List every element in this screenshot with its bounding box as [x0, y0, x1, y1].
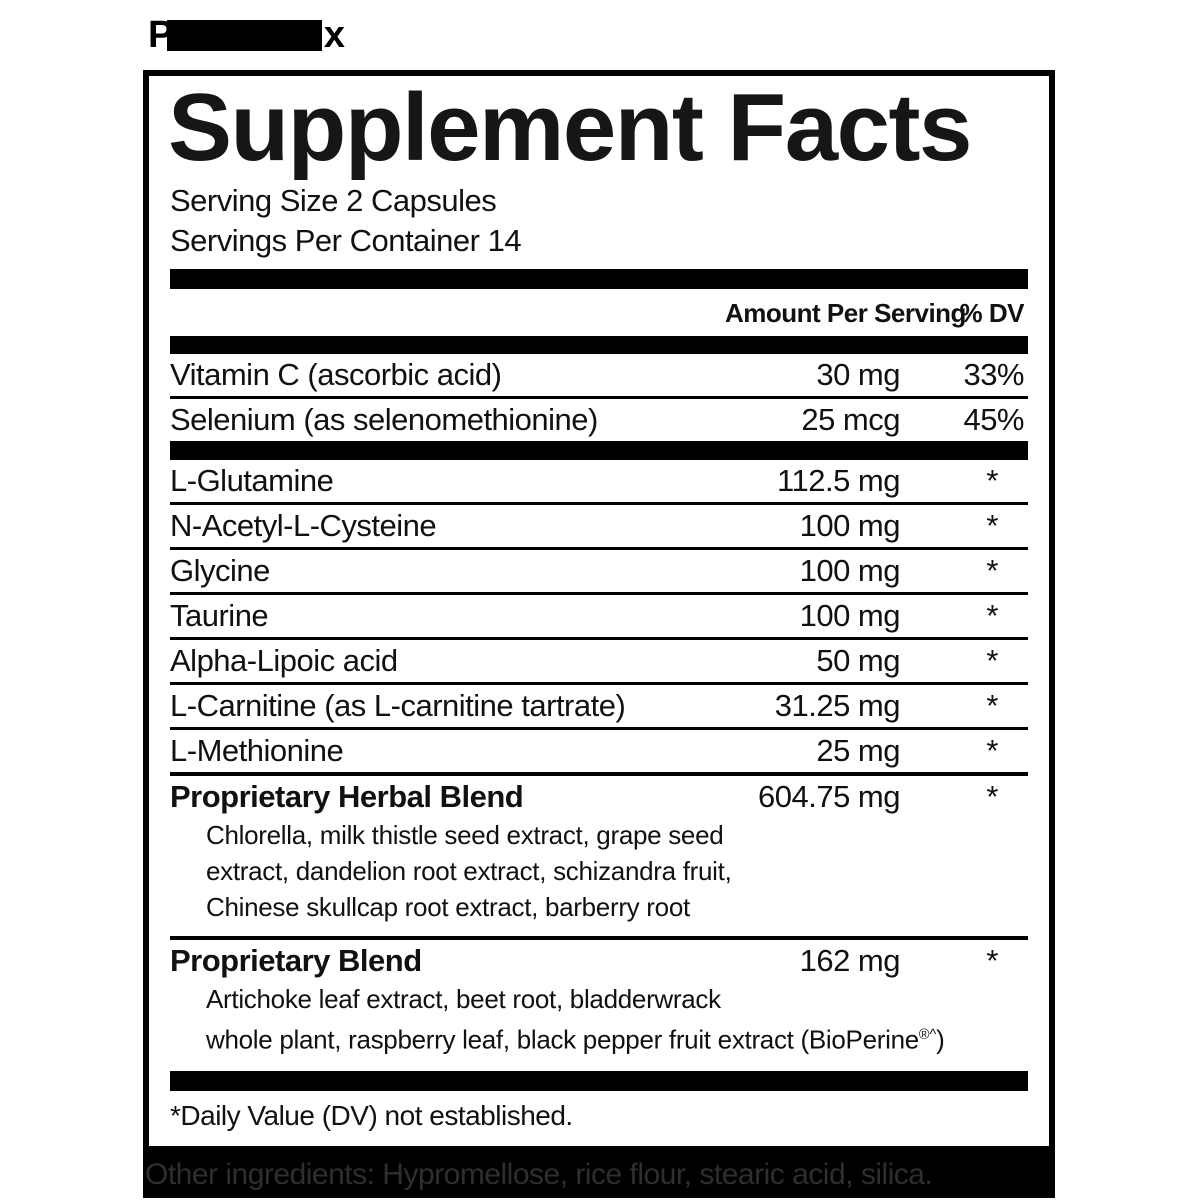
blend-description-line: Chinese skullcap root extract, barberry … — [206, 892, 690, 923]
servings-per-container: Servings Per Container 14 — [170, 223, 522, 259]
panel-title: Supplement Facts — [168, 74, 972, 181]
supplement-label: Supplement Facts Serving Size 2 Capsules… — [143, 70, 1055, 1198]
ingredient-dv-value: * — [986, 643, 998, 679]
daily-value-footnote: *Daily Value (DV) not established. — [170, 1099, 573, 1131]
ingredient-dv-value: * — [986, 463, 998, 499]
ingredient-name: L-Carnitine (as L-carnitine tartrate) — [170, 688, 626, 724]
ingredient-name: Proprietary Blend — [170, 943, 422, 979]
ingredient-amount: 25 mg — [816, 733, 900, 769]
ingredient-amount: 112.5 mg — [777, 463, 900, 499]
ingredient-dv-value: 33% — [963, 357, 1024, 393]
ingredient-row: Vitamin C (ascorbic acid) 30 mg 33% — [170, 354, 1028, 396]
ingredient-amount: 50 mg — [816, 643, 900, 679]
redaction-box — [166, 19, 322, 51]
ingredient-amount: 100 mg — [799, 553, 901, 589]
other-ingredients-strip: Other ingredients: Hypromellose, rice fl… — [143, 1151, 1055, 1198]
ingredient-sections: Vitamin C (ascorbic acid) 30 mg 33% Sele… — [170, 354, 1028, 1069]
ingredient-dv-value: * — [986, 943, 998, 979]
other-ingredients-text: Other ingredients: Hypromellose, rice fl… — [145, 1157, 933, 1191]
product-name-suffix: x — [323, 13, 345, 56]
divider-bar-under-header — [170, 336, 1028, 355]
ingredient-amount: 162 mg — [799, 943, 901, 979]
ingredient-dv-value: * — [986, 553, 998, 589]
ingredient-section: Vitamin C (ascorbic acid) 30 mg 33% Sele… — [170, 354, 1028, 441]
ingredient-row: Taurine 100 mg * — [170, 592, 1028, 637]
serving-size: Serving Size 2 Capsules — [170, 183, 497, 219]
ingredient-name: Proprietary Herbal Blend — [170, 779, 524, 815]
blend-description: Chlorella, milk thistle seed extract, gr… — [170, 815, 1028, 933]
product-name: P x — [148, 14, 345, 56]
blend-description-line: whole plant, raspberry leaf, black peppe… — [206, 1024, 945, 1055]
ingredient-row: L-Glutamine 112.5 mg * — [170, 460, 1028, 502]
divider-bar-section — [170, 441, 1028, 461]
blend-description-line: extract, dandelion root extract, schizan… — [206, 856, 732, 887]
ingredient-name: Selenium (as selenomethionine) — [170, 402, 598, 438]
ingredient-name: Vitamin C (ascorbic acid) — [170, 357, 502, 393]
ingredient-dv-value: * — [986, 779, 998, 815]
ingredient-amount: 604.75 mg — [758, 779, 901, 815]
blend-description-line: Artichoke leaf extract, beet root, bladd… — [206, 984, 721, 1015]
ingredient-row: Proprietary Herbal Blend 604.75 mg * Chl… — [170, 772, 1028, 936]
ingredient-row: L-Methionine 25 mg * — [170, 727, 1028, 772]
ingredient-name: Alpha-Lipoic acid — [170, 643, 398, 679]
supplement-facts-panel: Supplement Facts Serving Size 2 Capsules… — [143, 70, 1055, 1152]
header-amount-per-serving: Amount Per Serving — [725, 298, 966, 329]
ingredient-amount: 100 mg — [799, 508, 901, 544]
ingredient-amount: 30 mg — [816, 357, 900, 393]
ingredient-amount: 31.25 mg — [774, 688, 901, 724]
blend-description-line: Chlorella, milk thistle seed extract, gr… — [206, 820, 724, 851]
ingredient-row: N-Acetyl-L-Cysteine 100 mg * — [170, 502, 1028, 547]
ingredient-section: L-Glutamine 112.5 mg * N-Acetyl-L-Cystei… — [170, 460, 1028, 1069]
ingredient-dv-value: 45% — [963, 402, 1024, 438]
header-percent-dv: % DV — [959, 298, 1025, 329]
ingredient-amount: 25 mcg — [801, 402, 900, 438]
ingredient-name: Taurine — [170, 598, 269, 634]
ingredient-dv-value: * — [986, 508, 998, 544]
ingredient-name: L-Glutamine — [170, 463, 334, 499]
ingredient-name: Glycine — [170, 553, 270, 589]
ingredient-row: Glycine 100 mg * — [170, 547, 1028, 592]
divider-bar-top — [170, 269, 1028, 290]
blend-description: Artichoke leaf extract, beet root, bladd… — [170, 979, 1028, 1066]
ingredient-dv-value: * — [986, 733, 998, 769]
ingredient-dv-value: * — [986, 688, 998, 724]
column-header-row: Amount Per Serving % DV — [170, 289, 1028, 336]
ingredient-name: L-Methionine — [170, 733, 344, 769]
ingredient-name: N-Acetyl-L-Cysteine — [170, 508, 437, 544]
ingredient-row: Proprietary Blend 162 mg * Artichoke lea… — [170, 936, 1028, 1069]
ingredient-dv-value: * — [986, 598, 998, 634]
ingredient-amount: 100 mg — [799, 598, 901, 634]
ingredient-row: Alpha-Lipoic acid 50 mg * — [170, 637, 1028, 682]
ingredient-row: Selenium (as selenomethionine) 25 mcg 45… — [170, 396, 1028, 441]
ingredient-row: L-Carnitine (as L-carnitine tartrate) 31… — [170, 682, 1028, 727]
divider-bar-bottom — [170, 1070, 1028, 1091]
